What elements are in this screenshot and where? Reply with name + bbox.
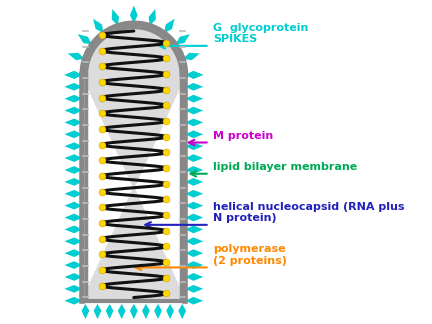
Polygon shape xyxy=(154,304,162,319)
Polygon shape xyxy=(130,6,138,23)
Polygon shape xyxy=(64,131,82,138)
Polygon shape xyxy=(64,226,82,233)
Polygon shape xyxy=(130,304,138,319)
Polygon shape xyxy=(185,261,203,269)
Text: M protein: M protein xyxy=(213,131,273,141)
Polygon shape xyxy=(185,190,203,198)
Polygon shape xyxy=(185,237,203,245)
Polygon shape xyxy=(183,53,200,60)
Polygon shape xyxy=(64,178,82,186)
Text: helical nucleocapsid (RNA plus
N protein): helical nucleocapsid (RNA plus N protein… xyxy=(213,202,404,223)
Polygon shape xyxy=(185,178,203,186)
Polygon shape xyxy=(185,83,203,91)
Polygon shape xyxy=(64,249,82,257)
Polygon shape xyxy=(185,297,203,305)
Text: G  glycoprotein
SPIKES: G glycoprotein SPIKES xyxy=(213,23,308,44)
Polygon shape xyxy=(164,19,175,33)
Polygon shape xyxy=(106,304,114,319)
Polygon shape xyxy=(185,249,203,257)
Polygon shape xyxy=(94,304,102,319)
Text: polymerase
(2 proteins): polymerase (2 proteins) xyxy=(213,244,287,266)
Polygon shape xyxy=(82,304,89,319)
Polygon shape xyxy=(185,71,203,79)
Polygon shape xyxy=(64,71,82,79)
Polygon shape xyxy=(64,154,82,162)
Polygon shape xyxy=(185,214,203,221)
Polygon shape xyxy=(82,23,185,301)
Polygon shape xyxy=(68,53,85,60)
Polygon shape xyxy=(78,34,92,45)
Polygon shape xyxy=(64,202,82,210)
Polygon shape xyxy=(64,190,82,198)
Polygon shape xyxy=(142,304,150,319)
Polygon shape xyxy=(185,119,203,126)
Polygon shape xyxy=(64,261,82,269)
Polygon shape xyxy=(118,304,126,319)
Polygon shape xyxy=(185,285,203,293)
Polygon shape xyxy=(64,107,82,114)
Polygon shape xyxy=(64,95,82,102)
Polygon shape xyxy=(185,202,203,210)
Polygon shape xyxy=(185,71,203,79)
Text: lipid bilayer membrane: lipid bilayer membrane xyxy=(213,162,357,172)
Polygon shape xyxy=(185,226,203,233)
Polygon shape xyxy=(64,237,82,245)
Polygon shape xyxy=(178,304,186,319)
Polygon shape xyxy=(64,285,82,293)
Polygon shape xyxy=(185,131,203,138)
Polygon shape xyxy=(112,9,119,26)
Polygon shape xyxy=(185,273,203,281)
Polygon shape xyxy=(185,107,203,114)
Polygon shape xyxy=(149,9,156,26)
Polygon shape xyxy=(64,142,82,150)
Polygon shape xyxy=(64,83,82,91)
Polygon shape xyxy=(166,304,174,319)
Polygon shape xyxy=(64,166,82,174)
Polygon shape xyxy=(185,166,203,174)
Polygon shape xyxy=(64,119,82,126)
Polygon shape xyxy=(64,297,82,305)
Polygon shape xyxy=(185,95,203,102)
Polygon shape xyxy=(175,34,190,45)
Polygon shape xyxy=(64,273,82,281)
Polygon shape xyxy=(185,142,203,150)
Polygon shape xyxy=(64,214,82,221)
Polygon shape xyxy=(93,19,104,33)
Polygon shape xyxy=(185,154,203,162)
Polygon shape xyxy=(64,71,82,79)
